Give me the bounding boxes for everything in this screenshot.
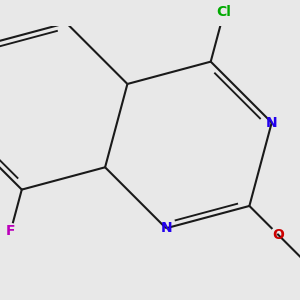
Text: N: N — [160, 221, 172, 235]
Text: N: N — [266, 116, 278, 130]
Text: F: F — [6, 224, 16, 238]
Text: Cl: Cl — [217, 5, 231, 20]
Text: O: O — [272, 228, 284, 242]
